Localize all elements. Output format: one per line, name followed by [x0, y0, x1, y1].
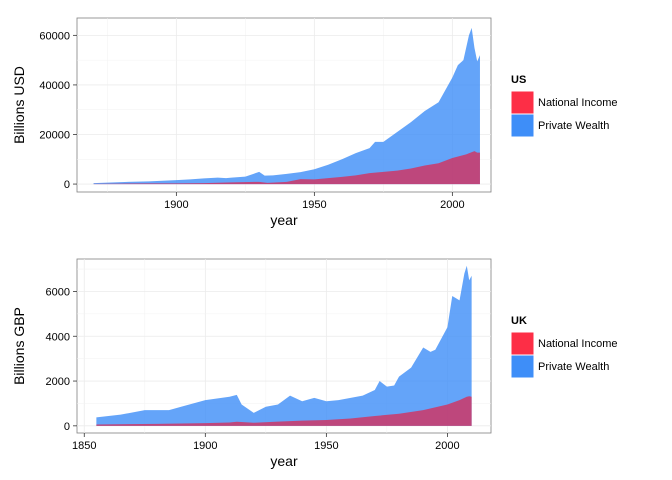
- x-axis-title: year: [270, 453, 298, 469]
- x-tick-label: 1950: [302, 199, 326, 211]
- y-tick-label: 60000: [39, 30, 70, 42]
- legend-key: [510, 331, 535, 356]
- area-private-wealth: [93, 27, 480, 185]
- area-national-income: [93, 151, 480, 185]
- x-tick-label: 2000: [440, 199, 464, 211]
- x-tick-label: 1900: [193, 440, 217, 452]
- y-tick-label: 2000: [46, 376, 70, 388]
- y-tick-label: 4000: [46, 331, 70, 343]
- legend-label: National Income: [538, 338, 618, 350]
- x-tick-label: 2000: [435, 440, 459, 452]
- y-tick-label: 40000: [39, 80, 70, 92]
- chart-panel-1: 0 20000 40000 60000 1900 1950 2000 year Billions…: [11, 17, 618, 228]
- chart-panel-2: 0 2000 4000 6000 1850 1900 1950 2000 year Billion…: [11, 258, 618, 469]
- legend-key: [510, 90, 535, 115]
- legend: UK National Income Private Wealth: [510, 315, 618, 379]
- x-tick-label: 1950: [314, 440, 338, 452]
- legend-label: Private Wealth: [538, 120, 609, 132]
- legend-label: National Income: [538, 97, 618, 109]
- area-national-income: [96, 396, 472, 426]
- legend-title: US: [511, 74, 526, 86]
- y-tick-label: 6000: [46, 286, 70, 298]
- legend-key: [510, 354, 535, 379]
- y-tick-label: 0: [64, 421, 70, 433]
- y-axis-title: Billions GBP: [11, 307, 27, 385]
- y-axis-title: Billions USD: [11, 66, 27, 144]
- x-tick-label: 1900: [164, 199, 188, 211]
- x-axis-title: year: [270, 212, 298, 228]
- y-tick-label: 20000: [39, 129, 70, 141]
- legend: US National Income Private Wealth: [510, 74, 618, 138]
- legend-key: [510, 113, 535, 138]
- legend-title: UK: [511, 315, 527, 327]
- area-private-wealth: [96, 265, 472, 426]
- x-tick-label: 1850: [72, 440, 96, 452]
- y-tick-label: 0: [64, 179, 70, 191]
- legend-label: Private Wealth: [538, 361, 609, 373]
